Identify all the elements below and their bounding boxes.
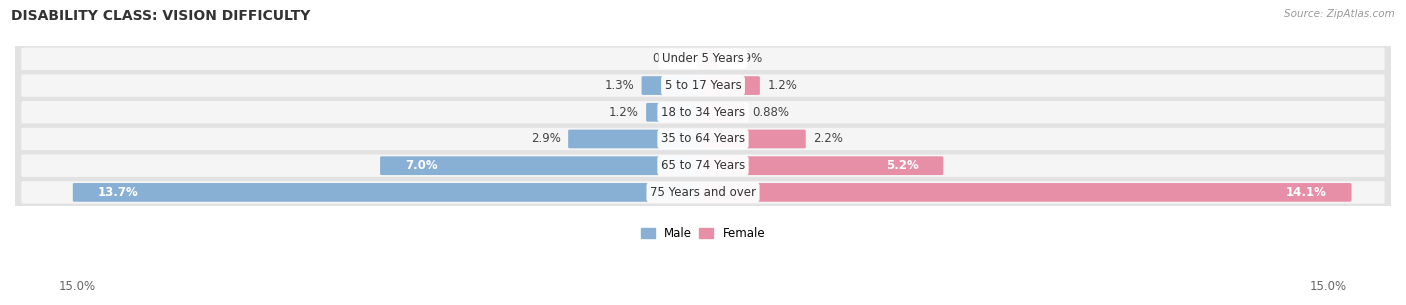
Text: 15.0%: 15.0% (1310, 280, 1347, 293)
Text: 2.2%: 2.2% (813, 132, 844, 145)
Text: 0.29%: 0.29% (725, 52, 762, 65)
Text: 15.0%: 15.0% (59, 280, 96, 293)
FancyBboxPatch shape (13, 125, 1393, 153)
FancyBboxPatch shape (21, 101, 1385, 124)
Text: 18 to 34 Years: 18 to 34 Years (661, 106, 745, 119)
Text: 35 to 64 Years: 35 to 64 Years (661, 132, 745, 145)
Text: 14.1%: 14.1% (1286, 186, 1327, 199)
FancyBboxPatch shape (13, 178, 1393, 206)
FancyBboxPatch shape (21, 128, 1385, 150)
FancyBboxPatch shape (702, 103, 745, 122)
Text: Source: ZipAtlas.com: Source: ZipAtlas.com (1284, 9, 1395, 19)
FancyBboxPatch shape (702, 49, 718, 68)
Text: Under 5 Years: Under 5 Years (662, 52, 744, 65)
Text: 1.2%: 1.2% (768, 79, 797, 92)
Text: 1.3%: 1.3% (605, 79, 634, 92)
Text: 5 to 17 Years: 5 to 17 Years (665, 79, 741, 92)
FancyBboxPatch shape (73, 183, 704, 202)
FancyBboxPatch shape (697, 49, 704, 68)
Text: 7.0%: 7.0% (405, 159, 437, 172)
Legend: Male, Female: Male, Female (636, 222, 770, 245)
FancyBboxPatch shape (13, 99, 1393, 126)
FancyBboxPatch shape (13, 152, 1393, 180)
Text: 75 Years and over: 75 Years and over (650, 186, 756, 199)
FancyBboxPatch shape (13, 72, 1393, 99)
FancyBboxPatch shape (21, 181, 1385, 204)
FancyBboxPatch shape (21, 154, 1385, 177)
FancyBboxPatch shape (13, 45, 1393, 73)
Text: 1.2%: 1.2% (609, 106, 638, 119)
FancyBboxPatch shape (702, 183, 1351, 202)
FancyBboxPatch shape (641, 76, 704, 95)
FancyBboxPatch shape (21, 48, 1385, 70)
Text: 0.88%: 0.88% (752, 106, 790, 119)
Text: 5.2%: 5.2% (886, 159, 918, 172)
FancyBboxPatch shape (568, 130, 704, 148)
Text: 65 to 74 Years: 65 to 74 Years (661, 159, 745, 172)
Text: 13.7%: 13.7% (97, 186, 138, 199)
FancyBboxPatch shape (702, 130, 806, 148)
FancyBboxPatch shape (647, 103, 704, 122)
Text: DISABILITY CLASS: VISION DIFFICULTY: DISABILITY CLASS: VISION DIFFICULTY (11, 9, 311, 23)
FancyBboxPatch shape (702, 156, 943, 175)
FancyBboxPatch shape (21, 74, 1385, 97)
Text: 0.09%: 0.09% (652, 52, 690, 65)
FancyBboxPatch shape (702, 76, 759, 95)
Text: 2.9%: 2.9% (531, 132, 561, 145)
FancyBboxPatch shape (380, 156, 704, 175)
